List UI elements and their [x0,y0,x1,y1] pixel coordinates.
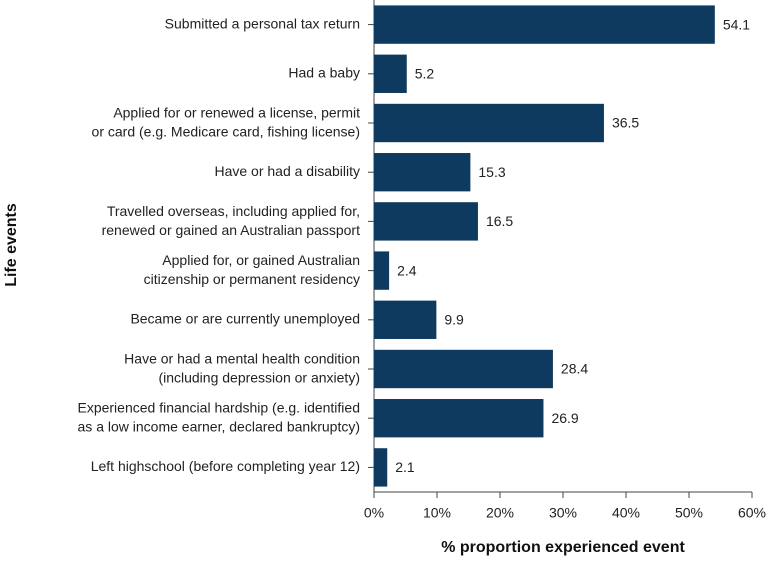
bar [374,448,388,487]
x-axis-label: % proportion experienced event [441,539,685,556]
bar [374,103,604,143]
x-tick-label: 30% [549,505,577,521]
y-tick-label: Had a baby [288,65,360,81]
bar [374,399,544,438]
x-tick-label: 40% [612,505,640,521]
value-label: 54.1 [723,16,750,32]
y-tick-label: Applied for or renewed a license, permit… [92,104,361,139]
y-tick-label: Experienced financial hardship (e.g. ide… [77,399,360,434]
bar [374,202,478,241]
y-axis-label: Life events [3,203,20,287]
value-label: 28.4 [561,361,588,377]
y-tick-label: Have or had a mental health condition (in… [124,350,360,385]
x-tick-label: 0% [364,505,384,521]
y-tick-label: Submitted a personal tax return [165,15,360,31]
y-tick-label: Left highschool (before completing year … [91,458,360,474]
x-tick-label: 50% [675,505,703,521]
value-label: 36.5 [612,115,639,131]
y-tick-label: Became or are currently unemployed [130,311,360,327]
bar [374,54,407,93]
bar [374,300,437,339]
bar [374,5,715,44]
bar [374,349,553,389]
y-tick-label: Applied for, or gained Australian citizen… [144,252,360,287]
bar [374,153,471,192]
value-label: 2.4 [397,262,417,278]
value-label: 5.2 [415,66,435,82]
value-label: 26.9 [551,410,578,426]
value-label: 2.1 [395,459,415,475]
y-tick-label: Travelled overseas, including applied fo… [102,203,361,238]
x-tick-label: 60% [738,505,766,521]
x-tick-label: 10% [423,505,451,521]
bar [374,251,390,290]
x-tick-label: 20% [486,505,514,521]
value-label: 16.5 [486,213,513,229]
value-label: 15.3 [478,164,505,180]
value-label: 9.9 [444,312,464,328]
y-tick-label: Have or had a disability [214,163,360,179]
